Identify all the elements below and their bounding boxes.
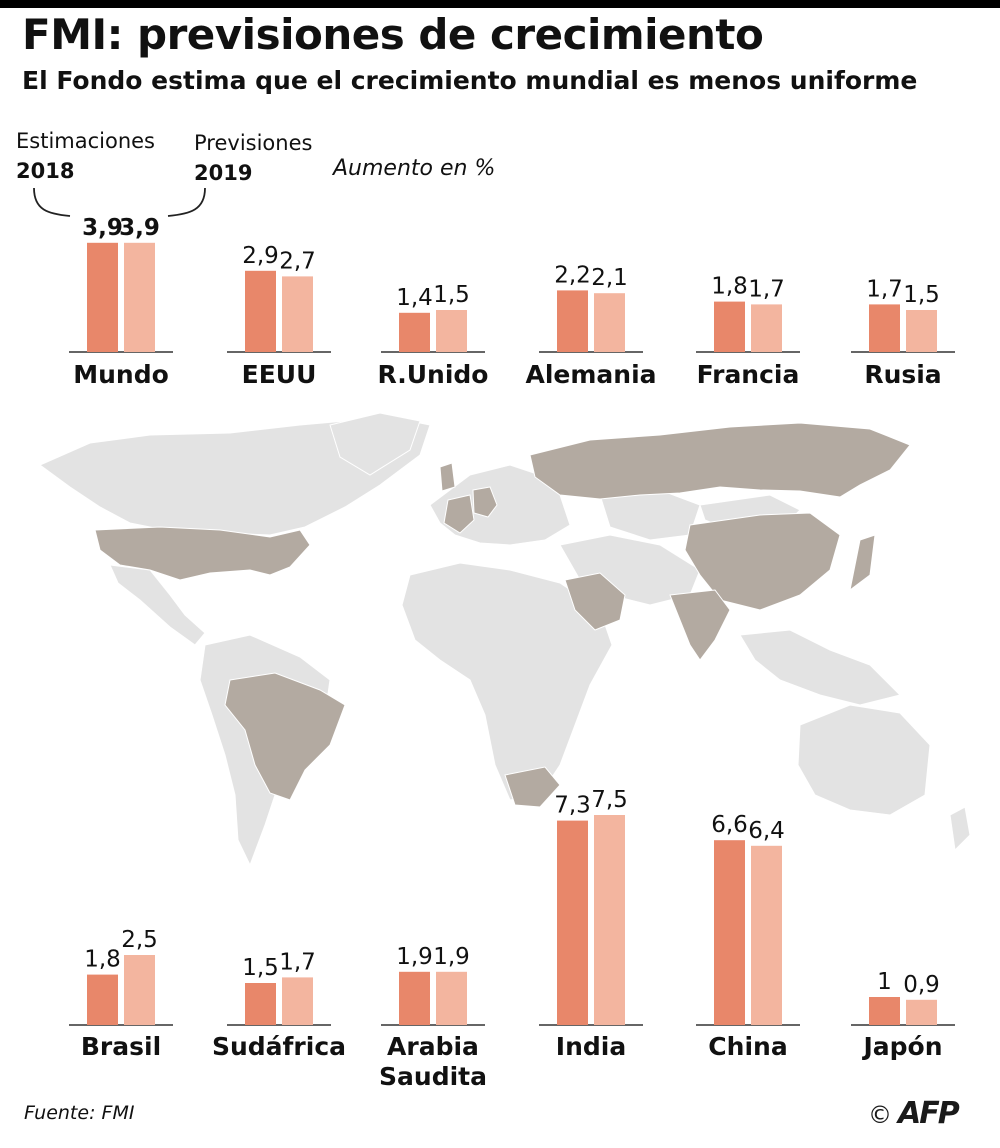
legend-bracket-right (167, 187, 206, 217)
bar-brasil-2018 (87, 974, 118, 1025)
legend-2018-year: 2018 (16, 159, 75, 183)
world-map (39, 412, 971, 867)
value-label-brasil-2019: 2,5 (121, 927, 158, 953)
map-central-america (109, 564, 206, 646)
country-label-japon: Japón (863, 1032, 943, 1061)
value-label-sudafrica-2018: 1,5 (242, 955, 279, 981)
bar-r-unido-2018 (399, 312, 430, 352)
bar-mundo-2018 (87, 242, 118, 352)
value-label-arabia-saudita-2019: 1,9 (433, 944, 470, 970)
bar-japon-2019 (906, 999, 937, 1025)
bar-sudafrica-2019 (282, 977, 313, 1025)
chart-subtitle: El Fondo estima que el crecimiento mundi… (22, 66, 918, 95)
value-label-r-unido-2019: 1,5 (433, 282, 470, 308)
bar-mundo-2019 (124, 242, 155, 352)
bar-alemania-2019 (594, 293, 625, 352)
source-note: Fuente: FMI (24, 1102, 135, 1124)
country-label-r-unido: R.Unido (377, 360, 489, 389)
value-label-alemania-2018: 2,2 (554, 262, 591, 288)
afp-logo-text: AFP (898, 1096, 960, 1131)
legend-2019-label: Previsiones (194, 131, 313, 155)
country-label-eeuu: EEUU (241, 360, 317, 389)
bar-alemania-2018 (557, 290, 588, 352)
map-saudi-arabia (564, 572, 626, 631)
bar-francia-2018 (714, 301, 745, 352)
map-new-zealand (949, 806, 971, 852)
unit-label: Aumento en % (333, 156, 496, 181)
value-label-mundo-2018: 3,9 (82, 215, 123, 241)
map-greenland (329, 412, 421, 476)
afp-logo: © AFP (868, 1096, 960, 1131)
value-label-brasil-2018: 1,8 (84, 947, 121, 973)
legend-2018-label: Estimaciones (16, 129, 156, 153)
country-label-francia: Francia (696, 360, 800, 389)
top-rule (0, 0, 1000, 8)
bar-eeuu-2018 (245, 270, 276, 352)
map-south-africa (504, 766, 561, 808)
map-canada-greenland (39, 416, 431, 536)
map-usa (94, 526, 311, 581)
bar-r-unido-2019 (436, 310, 467, 352)
value-label-alemania-2019: 2,1 (591, 265, 628, 291)
bar-sudafrica-2018 (245, 983, 276, 1025)
bar-brasil-2019 (124, 955, 155, 1025)
bar-india-2019 (594, 815, 625, 1025)
value-label-india-2018: 7,3 (554, 793, 591, 819)
copyright-symbol: © (868, 1101, 892, 1129)
country-label-arabia-saudita: Arabia Saudita (379, 1032, 487, 1092)
bar-francia-2019 (751, 304, 782, 352)
bar-japon-2018 (869, 997, 900, 1025)
value-label-mundo-2019: 3,9 (119, 215, 160, 241)
map-india (669, 589, 731, 661)
value-label-francia-2019: 1,7 (748, 276, 785, 302)
chart-title: FMI: previsiones de crecimiento (22, 10, 764, 59)
map-uk (439, 462, 456, 492)
bar-india-2018 (557, 820, 588, 1025)
map-highlighted-countries (94, 422, 911, 808)
country-label-sudafrica: Sudáfrica (211, 1032, 347, 1061)
map-japan (849, 534, 876, 592)
country-label-line: Saudita (379, 1062, 487, 1091)
bar-china-2019 (751, 845, 782, 1025)
legend-bracket-left (33, 187, 71, 217)
bar-eeuu-2019 (282, 276, 313, 352)
country-label-china: China (708, 1032, 788, 1061)
value-label-rusia-2018: 1,7 (866, 276, 903, 302)
country-label-line: Arabia (387, 1032, 479, 1061)
map-brazil (224, 672, 346, 801)
value-label-rusia-2019: 1,5 (903, 282, 940, 308)
value-label-japon-2018: 1 (877, 969, 892, 995)
value-label-eeuu-2019: 2,7 (279, 248, 316, 274)
map-germany (472, 486, 498, 518)
bar-rusia-2018 (869, 304, 900, 352)
bar-arabia-saudita-2018 (399, 971, 430, 1025)
country-label-india: India (555, 1032, 627, 1061)
country-label-brasil: Brasil (80, 1032, 162, 1061)
map-southeast-asia (739, 629, 901, 706)
value-label-r-unido-2018: 1,4 (396, 285, 433, 311)
bar-arabia-saudita-2019 (436, 971, 467, 1025)
map-australia (797, 704, 931, 816)
legend-2019-year: 2019 (194, 161, 253, 185)
value-label-india-2019: 7,5 (591, 787, 628, 813)
value-label-eeuu-2018: 2,9 (242, 243, 279, 269)
value-label-china-2018: 6,6 (711, 812, 748, 838)
country-label-mundo: Mundo (73, 360, 169, 389)
map-russia (529, 422, 911, 500)
value-label-sudafrica-2019: 1,7 (279, 949, 316, 975)
country-label-alemania: Alemania (525, 360, 657, 389)
map-france (443, 494, 475, 534)
legend-2018: Estimaciones 2018 (16, 126, 155, 186)
value-label-arabia-saudita-2018: 1,9 (396, 944, 433, 970)
country-label-rusia: Rusia (864, 360, 942, 389)
value-label-china-2019: 6,4 (748, 818, 785, 844)
value-label-japon-2019: 0,9 (903, 972, 940, 998)
legend-2019: Previsiones 2019 (194, 128, 312, 188)
bar-china-2018 (714, 840, 745, 1025)
map-china (684, 512, 841, 611)
bar-rusia-2019 (906, 310, 937, 352)
value-label-francia-2018: 1,8 (711, 274, 748, 300)
